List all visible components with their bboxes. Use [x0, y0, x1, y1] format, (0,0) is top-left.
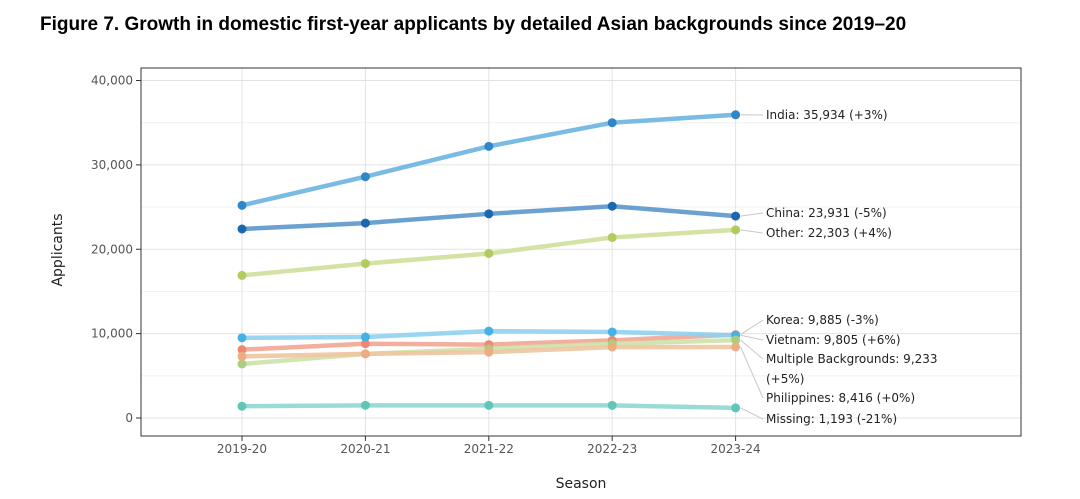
end-label-china: China: 23,931 (-5%): [766, 206, 887, 220]
data-point-other: [237, 270, 247, 280]
x-tick-label: 2020-21: [340, 442, 390, 456]
data-point-philippines: [607, 342, 617, 352]
data-point-philippines: [484, 347, 494, 357]
leader-line-philippines: [740, 346, 764, 399]
data-point-korea: [237, 345, 247, 355]
data-point-missing: [607, 400, 617, 410]
series-points: [237, 110, 741, 413]
end-label-korea: Korea: 9,885 (-3%): [766, 313, 879, 327]
y-axis-ticks: 0 10,000 20,000 30,000 40,000: [91, 74, 141, 425]
data-point-vietnam: [607, 327, 617, 337]
x-axis-ticks: 2019-20 2020-21 2021-22 2022-23 2023-24: [217, 436, 761, 456]
data-point-missing: [360, 400, 370, 410]
leader-line-multiple-backgrounds: [740, 339, 764, 360]
plot-frame: [140, 67, 1022, 437]
x-tick-label: 2023-24: [711, 442, 761, 456]
y-tick-label: 20,000: [91, 242, 133, 256]
end-labels: India: 35,934 (+3%) China: 23,931 (-5%) Ot…: [766, 108, 938, 426]
y-tick-label: 30,000: [91, 158, 133, 172]
x-tick-label: 2019-20: [217, 442, 267, 456]
end-label-philippines: Philippines: 8,416 (+0%): [766, 391, 915, 405]
data-point-multiple-backgrounds: [237, 359, 247, 369]
end-label-missing: Missing: 1,193 (-21%): [766, 412, 897, 426]
data-point-missing: [731, 403, 741, 413]
x-tick-label: 2021-22: [464, 442, 514, 456]
data-point-philippines: [237, 351, 247, 361]
end-label-vietnam: Vietnam: 9,805 (+6%): [766, 333, 901, 347]
end-label-multiple-backgrounds: (+5%): [766, 372, 804, 386]
grid-lines: [141, 68, 1021, 436]
data-point-other: [484, 248, 494, 258]
leader-line-china: [740, 212, 764, 217]
leader-line-other: [740, 229, 764, 234]
data-point-india: [484, 141, 494, 151]
label-leader-lines: [740, 114, 764, 420]
end-label-other: Other: 22,303 (+4%): [766, 226, 892, 240]
y-axis-label: Applicants: [50, 213, 66, 286]
data-point-vietnam: [237, 333, 247, 343]
end-label-india: India: 35,934 (+3%): [766, 108, 888, 122]
data-point-china: [607, 201, 617, 211]
data-point-china: [731, 211, 741, 221]
y-tick-label: 0: [125, 411, 133, 425]
x-tick-label: 2022-23: [587, 442, 637, 456]
data-point-other: [607, 232, 617, 242]
leader-line-korea: [740, 319, 764, 336]
data-point-other: [360, 259, 370, 269]
y-tick-label: 10,000: [91, 327, 133, 341]
data-point-china: [360, 218, 370, 228]
data-point-china: [237, 224, 247, 234]
data-point-india: [237, 200, 247, 210]
data-point-china: [484, 209, 494, 219]
data-point-india: [607, 118, 617, 128]
data-point-missing: [237, 401, 247, 411]
data-point-other: [731, 225, 741, 235]
x-axis-label: Season: [556, 476, 607, 492]
figure-title: Figure 7. Growth in domestic first-year …: [40, 14, 907, 35]
data-point-vietnam: [360, 332, 370, 342]
data-point-philippines: [360, 349, 370, 359]
data-point-india: [731, 110, 741, 120]
data-point-philippines: [731, 342, 741, 352]
y-tick-label: 40,000: [91, 74, 133, 88]
leader-line-missing: [740, 407, 764, 420]
data-point-korea: [360, 339, 370, 349]
data-point-multiple-backgrounds: [731, 335, 741, 345]
data-point-vietnam: [484, 326, 494, 336]
end-label-multiple-backgrounds: Multiple Backgrounds: 9,233: [766, 352, 938, 366]
data-point-india: [360, 172, 370, 182]
data-point-missing: [484, 400, 494, 410]
leader-line-vietnam: [740, 334, 764, 341]
